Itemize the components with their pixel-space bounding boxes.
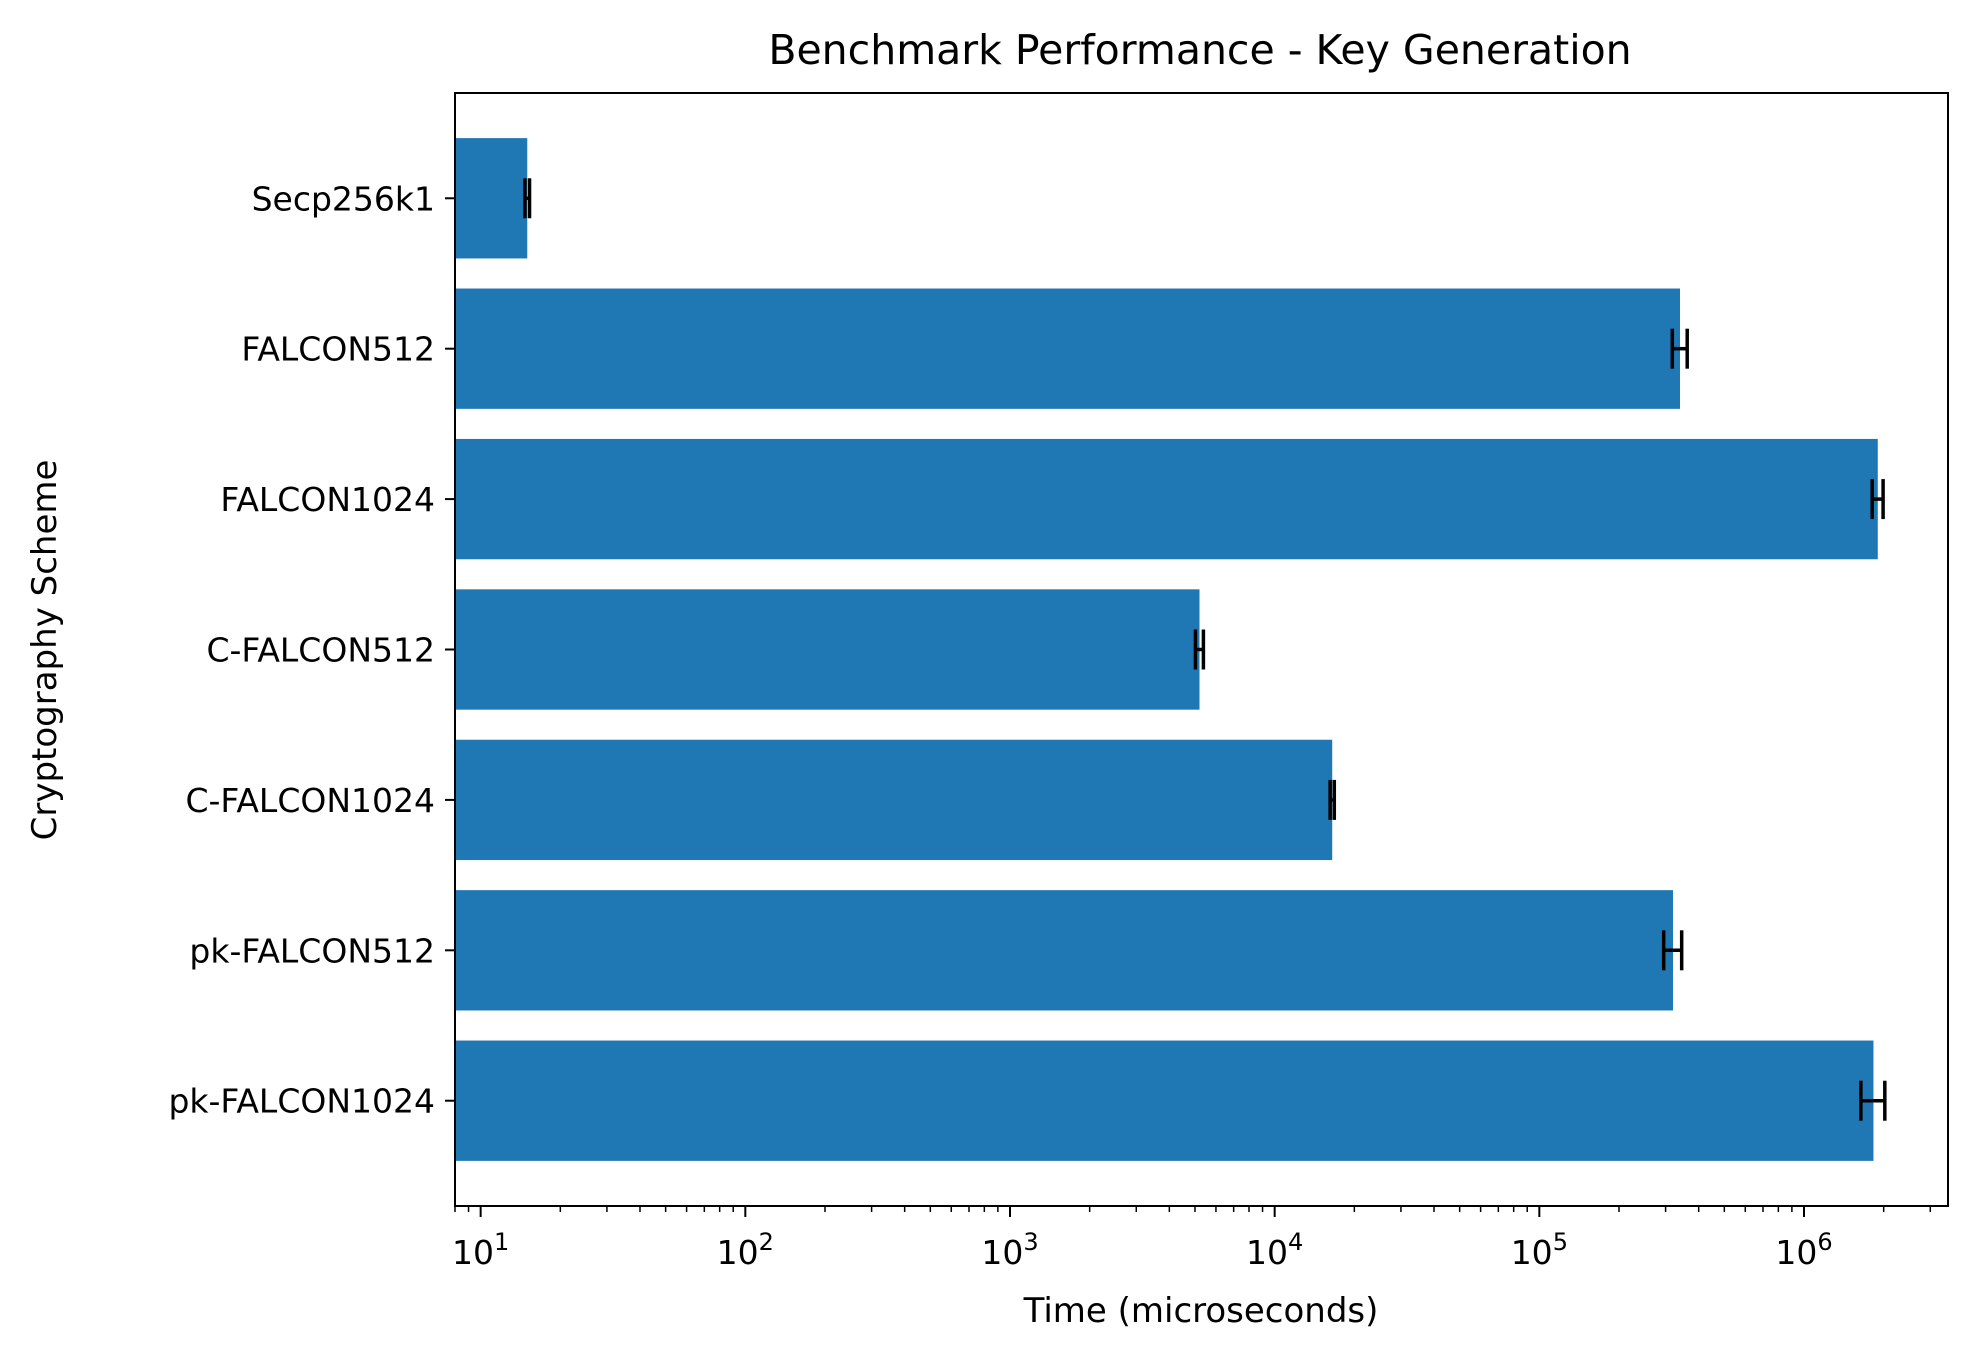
y-axis: Secp256k1 FALCON512 FALCON1024 C-FALCON512 C… bbox=[168, 179, 455, 1121]
x-tick-label: 102 bbox=[717, 1228, 774, 1272]
y-tick-label: Secp256k1 bbox=[252, 179, 435, 218]
bar-falcon512 bbox=[455, 288, 1680, 409]
chart-title: Benchmark Performance - Key Generation bbox=[768, 26, 1631, 74]
errorbar-c-falcon512 bbox=[1193, 629, 1206, 670]
errorbars-group bbox=[523, 178, 1887, 1121]
bar-pk-falcon1024 bbox=[455, 1040, 1874, 1161]
errorbar-pk-falcon1024 bbox=[1859, 1080, 1887, 1121]
y-tick-label: FALCON512 bbox=[241, 330, 435, 369]
y-tick-label: C-FALCON1024 bbox=[185, 781, 435, 820]
y-tick-label: pk-FALCON1024 bbox=[168, 1082, 435, 1121]
bar-secp256k1 bbox=[455, 138, 528, 259]
y-tick-label: C-FALCON512 bbox=[206, 631, 435, 670]
errorbar-pk-falcon512 bbox=[1661, 930, 1684, 971]
y-axis-label: Cryptography Scheme bbox=[25, 460, 65, 841]
bar-c-falcon512 bbox=[455, 589, 1200, 710]
errorbar-c-falcon1024 bbox=[1328, 779, 1337, 820]
bars-group bbox=[455, 138, 1878, 1161]
plot-frame bbox=[454, 92, 1949, 1207]
x-tick-label: 101 bbox=[452, 1228, 509, 1272]
x-tick-label: 104 bbox=[1246, 1228, 1303, 1272]
x-axis-label: Time (microseconds) bbox=[1023, 1291, 1379, 1331]
x-tick-label: 105 bbox=[1511, 1228, 1568, 1272]
errorbar-falcon1024 bbox=[1870, 479, 1885, 520]
bar-pk-falcon512 bbox=[455, 890, 1674, 1011]
x-tick-label: 103 bbox=[981, 1228, 1038, 1272]
y-tick-label: FALCON1024 bbox=[220, 480, 435, 519]
bar-c-falcon1024 bbox=[455, 739, 1333, 861]
x-tick-label: 106 bbox=[1775, 1228, 1832, 1272]
x-axis: 101 102 103 104 105 106 bbox=[452, 1206, 1932, 1272]
y-tick-label: pk-FALCON512 bbox=[189, 931, 435, 970]
bar-falcon1024 bbox=[455, 438, 1878, 560]
errorbar-falcon512 bbox=[1670, 328, 1689, 369]
errorbar-secp256k1 bbox=[523, 178, 532, 219]
